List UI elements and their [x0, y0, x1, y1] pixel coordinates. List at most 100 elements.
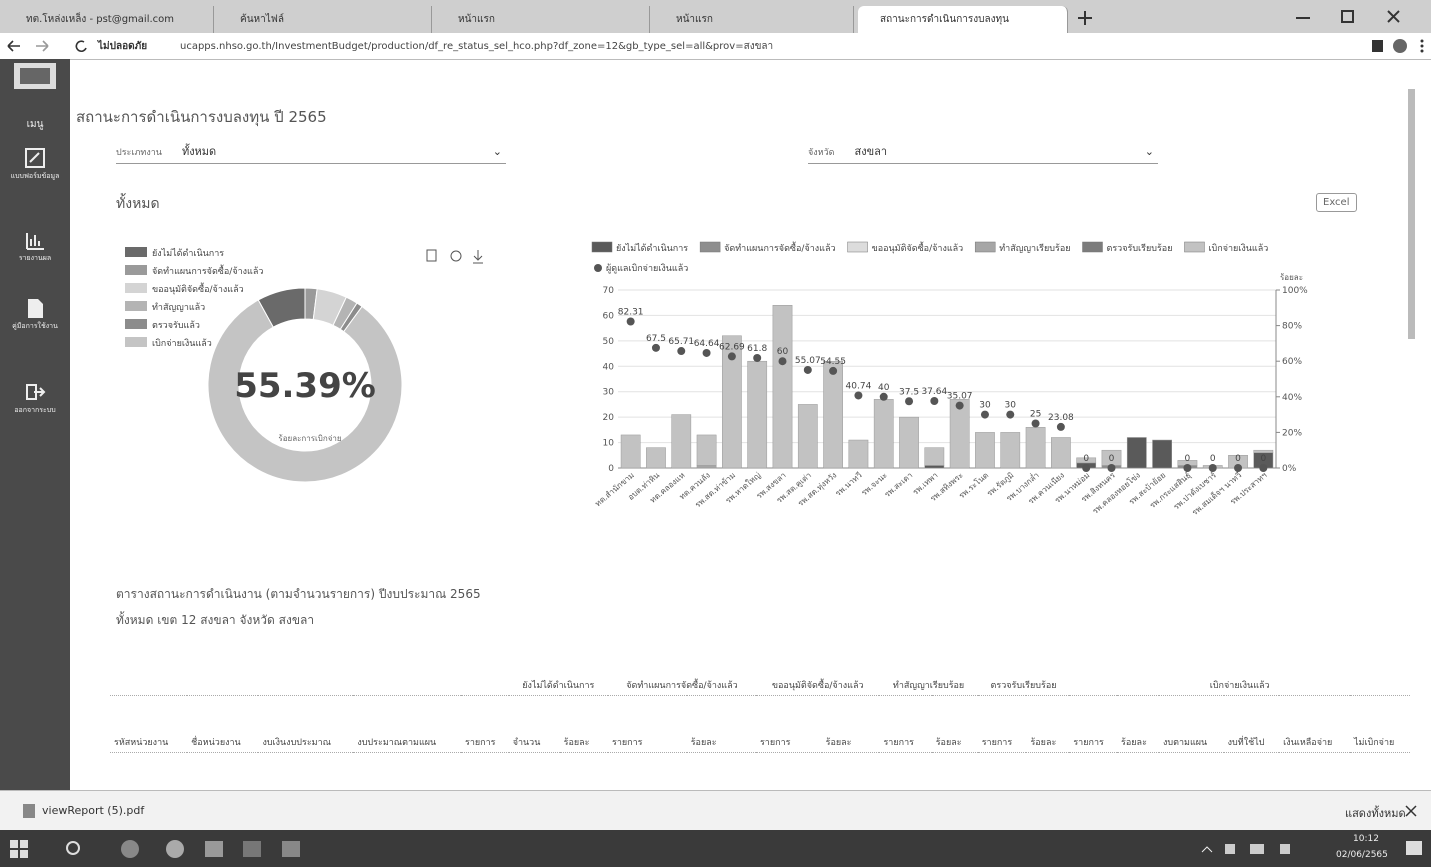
- line-point: [703, 349, 711, 357]
- y2-tick-label: 100%: [1282, 286, 1308, 296]
- tray-icons[interactable]: [1200, 840, 1320, 858]
- y-tick-label: 60: [603, 311, 615, 321]
- line-point: [880, 393, 888, 401]
- bar-segment: [874, 399, 893, 468]
- legend-item[interactable]: ยังไม่ได้ดำเนินการ: [592, 242, 688, 254]
- legend-item[interactable]: ทำสัญญาเรียบร้อย: [975, 242, 1070, 254]
- legend-label: ยังไม่ได้ดำเนินการ: [152, 248, 224, 259]
- legend-label: ตรวจรับเรียบร้อย: [1107, 243, 1173, 254]
- bar-segment: [975, 432, 994, 468]
- pdf-icon: [22, 803, 36, 819]
- clock-date: 02/06/2565: [1336, 850, 1388, 860]
- line-point: [779, 357, 787, 365]
- legend-item[interactable]: ตรวจรับเรียบร้อย: [1083, 242, 1173, 254]
- line-point: [1006, 411, 1014, 419]
- bar-segment: [773, 305, 792, 468]
- y-tick-label: 50: [603, 337, 615, 347]
- line-point: [1183, 464, 1191, 472]
- line-point: [804, 366, 812, 374]
- bar-segment: [621, 435, 640, 468]
- taskbar-icons[interactable]: [10, 838, 330, 860]
- legend-label: เบิกจ่ายเงินแล้ว: [1208, 243, 1268, 254]
- point-label: 0: [1109, 454, 1115, 464]
- show-all[interactable]: แสดงทั้งหมด: [1345, 804, 1406, 822]
- legend-swatch: [125, 301, 147, 311]
- point-label: 0: [1235, 454, 1241, 464]
- point-label: 0: [1185, 454, 1191, 464]
- legend-swatch: [125, 283, 147, 293]
- legend-swatch: [594, 264, 602, 272]
- legend-label: เบิกจ่ายเงินแล้ว: [152, 338, 212, 349]
- donut-center-caption: ร้อยละการเบิกจ่าย: [278, 434, 341, 443]
- bar-segment: [1254, 450, 1273, 453]
- point-label: 64.64: [694, 339, 720, 349]
- legend-item[interactable]: จัดทำแผนการจัดซื้อ/จ้างแล้ว: [700, 241, 835, 254]
- legend-swatch: [125, 337, 147, 347]
- point-label: 37.64: [921, 387, 947, 397]
- legend-label: ยังไม่ได้ดำเนินการ: [616, 243, 688, 254]
- line-point: [1108, 464, 1116, 472]
- legend-item[interactable]: ขออนุมัติจัดซื้อ/จ้างแล้ว: [848, 241, 964, 254]
- line-point: [753, 354, 761, 362]
- y-tick-label: 40: [603, 362, 615, 372]
- x-tick-label: รพ.สะเดา: [883, 471, 915, 500]
- legend-swatch: [125, 247, 147, 257]
- bar-segment: [748, 361, 767, 468]
- line-point: [930, 397, 938, 405]
- line-point: [829, 367, 837, 375]
- legend-swatch: [125, 319, 147, 329]
- legend-swatch: [700, 242, 720, 252]
- legend-item[interactable]: ผู้ดูแลเบิกจ่ายเงินแล้ว: [594, 263, 688, 274]
- bar-segment: [950, 399, 969, 468]
- legend-label: จัดทำแผนการจัดซื้อ/จ้างแล้ว: [724, 241, 835, 254]
- bar-segment: [697, 465, 716, 468]
- bar-segment: [925, 448, 944, 466]
- point-label: 0: [1260, 454, 1266, 464]
- y2-axis-title: ร้อยละ: [1280, 273, 1303, 282]
- clock-time: 10:12: [1353, 834, 1379, 844]
- bar-segment: [849, 440, 868, 468]
- line-point: [652, 344, 660, 352]
- legend-label: ตรวจรับแล้ว: [152, 320, 200, 331]
- bar-segment: [1127, 437, 1146, 468]
- line-point: [1234, 464, 1242, 472]
- point-label: 0: [1210, 454, 1216, 464]
- line-point: [1259, 464, 1267, 472]
- download-bar: viewReport (5).pdf แสดงทั้งหมด: [0, 790, 1431, 831]
- y-tick-label: 0: [608, 464, 614, 474]
- bar-segment: [672, 415, 691, 468]
- point-label: 25: [1030, 410, 1041, 420]
- point-label: 23.08: [1048, 413, 1074, 423]
- y-tick-label: 70: [603, 286, 615, 296]
- bar-segment: [646, 448, 665, 468]
- line-point: [956, 402, 964, 410]
- line-point: [728, 352, 736, 360]
- legend-label: ขออนุมัติจัดซื้อ/จ้างแล้ว: [872, 241, 964, 254]
- legend-label: ขออนุมัติจัดซื้อ/จ้างแล้ว: [152, 282, 244, 295]
- y2-tick-label: 20%: [1282, 428, 1302, 438]
- y-tick-label: 10: [603, 439, 615, 449]
- legend-label: ทำสัญญาเรียบร้อย: [999, 243, 1070, 254]
- legend-swatch: [848, 242, 868, 252]
- x-tick-label: รพ.นาทวี: [834, 471, 864, 498]
- close-downloads[interactable]: [1405, 805, 1417, 817]
- notifications[interactable]: [1405, 840, 1423, 858]
- line-point: [1032, 420, 1040, 428]
- bar-segment: [697, 435, 716, 466]
- legend-swatch: [1083, 242, 1103, 252]
- bar-segment: [899, 417, 918, 468]
- y-tick-label: 20: [603, 413, 615, 423]
- x-tick-label: ทต.สำนักขาม: [593, 471, 636, 509]
- legend-item[interactable]: เบิกจ่ายเงินแล้ว: [1184, 242, 1268, 254]
- legend-label: ทำสัญญาแล้ว: [152, 302, 205, 313]
- bar-segment: [1152, 440, 1171, 468]
- legend-swatch: [592, 242, 612, 252]
- download-file[interactable]: viewReport (5).pdf: [42, 804, 144, 817]
- bar-segment: [925, 465, 944, 468]
- chart-toolbar[interactable]: [427, 250, 483, 263]
- point-label: 55.07: [795, 356, 821, 366]
- y2-tick-label: 40%: [1282, 393, 1302, 403]
- point-label: 82.31: [618, 307, 644, 317]
- line-point: [677, 347, 685, 355]
- bar-segment: [1051, 437, 1070, 468]
